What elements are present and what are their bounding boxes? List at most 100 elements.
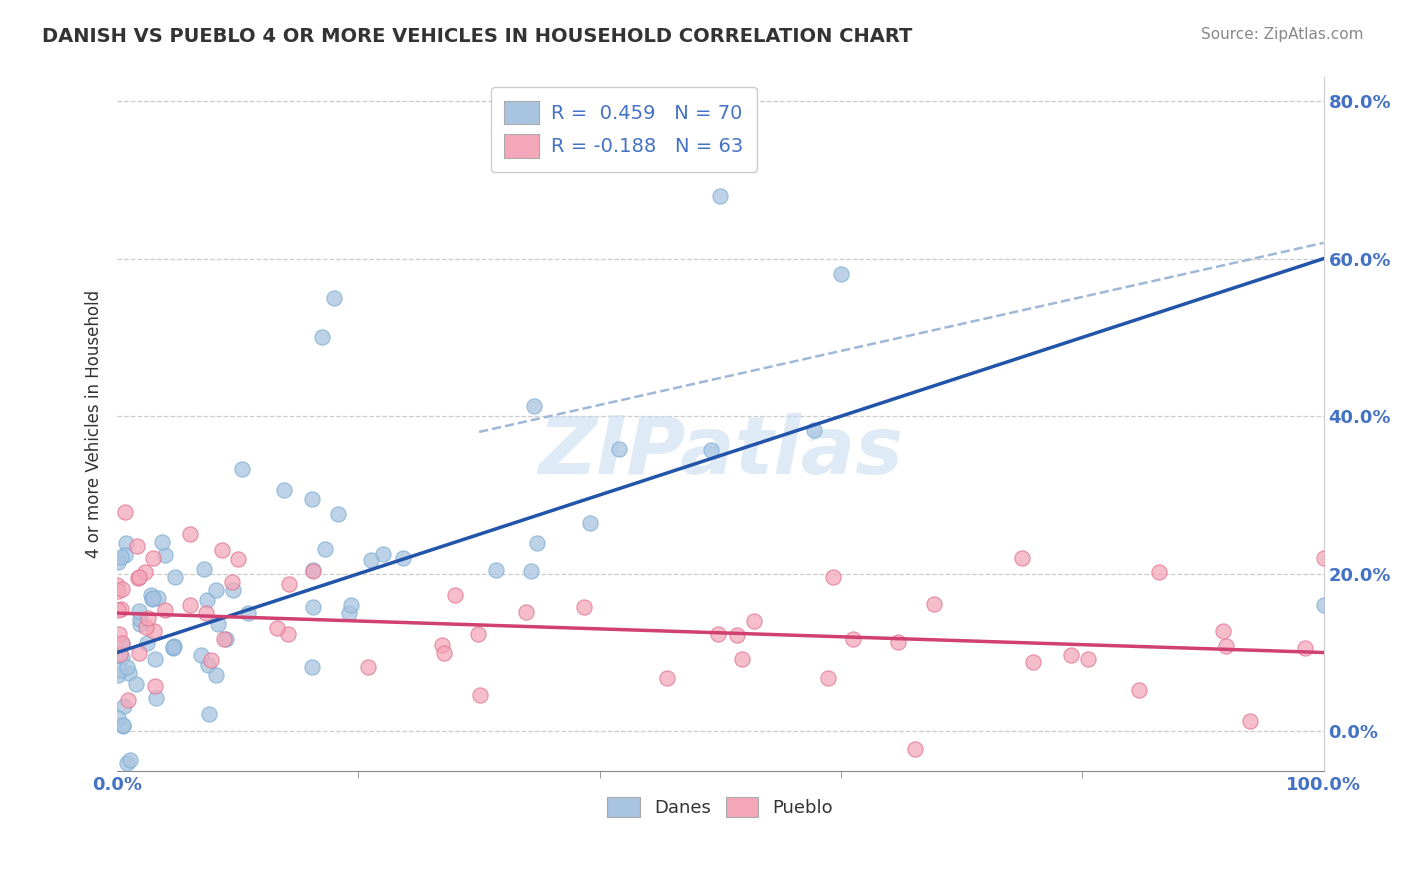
Point	[433, 646, 456, 660]
Point	[337, 606, 360, 620]
Point	[1294, 640, 1316, 655]
Point	[391, 550, 413, 565]
Point	[115, 756, 138, 770]
Point	[107, 583, 129, 598]
Point	[136, 611, 159, 625]
Point	[134, 565, 156, 579]
Point	[143, 679, 166, 693]
Point	[520, 564, 543, 578]
Point	[238, 606, 260, 620]
Point	[128, 604, 150, 618]
Point	[485, 562, 508, 576]
Point	[118, 665, 141, 680]
Point	[143, 652, 166, 666]
Point	[114, 549, 136, 563]
Point	[197, 706, 219, 721]
Point	[111, 636, 134, 650]
Point	[127, 571, 149, 585]
Point	[179, 527, 201, 541]
Point	[141, 592, 163, 607]
Point	[277, 577, 299, 591]
Point	[323, 291, 346, 305]
Point	[112, 719, 135, 733]
Point	[197, 658, 219, 673]
Point	[107, 555, 129, 569]
Point	[356, 660, 378, 674]
Point	[1022, 655, 1045, 669]
Point	[135, 619, 157, 633]
Point	[112, 699, 135, 714]
Point	[212, 632, 235, 646]
Point	[1239, 714, 1261, 729]
Point	[817, 671, 839, 685]
Point	[153, 602, 176, 616]
Point	[107, 578, 129, 592]
Point	[725, 628, 748, 642]
Point	[657, 671, 679, 685]
Point	[200, 653, 222, 667]
Point	[115, 660, 138, 674]
Point	[277, 627, 299, 641]
Point	[117, 693, 139, 707]
Point	[1147, 565, 1170, 579]
Point	[231, 462, 253, 476]
Point	[128, 569, 150, 583]
Y-axis label: 4 or more Vehicles in Household: 4 or more Vehicles in Household	[86, 290, 103, 558]
Point	[107, 627, 129, 641]
Point	[273, 483, 295, 497]
Point	[886, 635, 908, 649]
Point	[803, 423, 825, 437]
Point	[205, 582, 228, 597]
Point	[1128, 683, 1150, 698]
Text: DANISH VS PUEBLO 4 OR MORE VEHICLES IN HOUSEHOLD CORRELATION CHART: DANISH VS PUEBLO 4 OR MORE VEHICLES IN H…	[42, 27, 912, 45]
Point	[1011, 551, 1033, 566]
Point	[302, 565, 325, 579]
Point	[311, 330, 333, 344]
Point	[112, 718, 135, 732]
Point	[111, 637, 134, 651]
Point	[143, 624, 166, 638]
Point	[115, 535, 138, 549]
Point	[207, 617, 229, 632]
Point	[114, 505, 136, 519]
Point	[430, 638, 453, 652]
Point	[266, 621, 288, 635]
Point	[128, 617, 150, 632]
Text: Source: ZipAtlas.com: Source: ZipAtlas.com	[1201, 27, 1364, 42]
Point	[129, 612, 152, 626]
Point	[155, 548, 177, 562]
Point	[162, 640, 184, 654]
Point	[302, 599, 325, 614]
Point	[136, 636, 159, 650]
Point	[110, 582, 132, 597]
Point	[1059, 648, 1081, 662]
Point	[842, 632, 865, 647]
Point	[204, 668, 226, 682]
Point	[124, 677, 146, 691]
Point	[190, 648, 212, 662]
Point	[579, 516, 602, 530]
Point	[301, 659, 323, 673]
Point	[709, 188, 731, 202]
Point	[742, 614, 765, 628]
Point	[125, 539, 148, 553]
Point	[165, 570, 187, 584]
Point	[111, 650, 134, 665]
Point	[162, 640, 184, 655]
Point	[1312, 551, 1334, 566]
Point	[526, 535, 548, 549]
Point	[607, 442, 630, 456]
Point	[221, 575, 243, 590]
Point	[830, 268, 852, 282]
Point	[1077, 652, 1099, 666]
Point	[211, 542, 233, 557]
Point	[922, 598, 945, 612]
Point	[371, 547, 394, 561]
Point	[128, 646, 150, 660]
Point	[142, 591, 165, 606]
Point	[110, 602, 132, 616]
Point	[226, 551, 249, 566]
Point	[523, 400, 546, 414]
Point	[1215, 639, 1237, 653]
Point	[107, 603, 129, 617]
